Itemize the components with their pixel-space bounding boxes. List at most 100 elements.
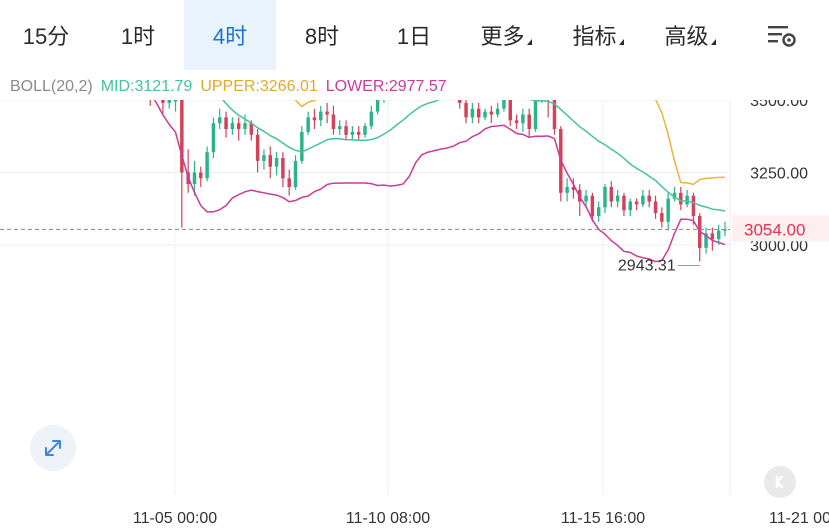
candle (325, 111, 329, 115)
candle (218, 117, 222, 124)
candle (508, 100, 512, 121)
tab-label: 1时 (120, 24, 156, 49)
candle (458, 100, 462, 103)
candle (495, 108, 500, 115)
candle (281, 158, 285, 179)
tab-label: 15分 (22, 24, 70, 49)
candle (565, 187, 569, 193)
timeframe-tabs: 15分 1时 4时 8时 1日 更多 指标 高级 (0, 0, 829, 70)
candle (552, 100, 557, 129)
candle (685, 195, 689, 205)
candle (609, 187, 614, 202)
candle (167, 100, 171, 103)
candle (369, 111, 374, 127)
tab-advanced[interactable]: 高级 (644, 0, 736, 70)
candle (679, 192, 683, 205)
candle (205, 152, 209, 179)
boll-name: BOLL(20,2) (10, 78, 93, 95)
dropdown-caret-icon (526, 39, 532, 45)
boll-mid-value: MID:3121.79 (100, 78, 193, 95)
expand-arrows-icon[interactable] (30, 425, 76, 471)
candle (603, 187, 607, 208)
candle (634, 201, 639, 205)
y-tick-label: 3250.00 (750, 166, 808, 183)
candle (470, 108, 475, 118)
candle (584, 195, 588, 202)
low-price-label: 2943.31 (618, 258, 676, 275)
candle (521, 114, 525, 124)
candle (596, 207, 601, 216)
y-tick-label: 3000.00 (750, 238, 808, 255)
tab-1h[interactable]: 1时 (92, 0, 184, 70)
candle (666, 198, 670, 222)
candle (356, 131, 361, 135)
candle (628, 201, 632, 211)
candle (287, 178, 291, 187)
candle (590, 195, 595, 216)
candle (161, 100, 165, 103)
candle (312, 117, 317, 121)
candle (192, 172, 197, 185)
candle (615, 195, 620, 202)
candle (350, 131, 355, 135)
candle (306, 117, 310, 132)
candle (274, 158, 279, 167)
candle (249, 123, 254, 135)
chevron-left-icon[interactable] (764, 466, 796, 498)
candle (375, 100, 380, 112)
tab-label: 更多 (480, 24, 525, 49)
boll-lower-value: LOWER:2977.57 (325, 78, 447, 95)
x-tick-label: 11-15 16:00 (561, 510, 645, 527)
candle (527, 114, 531, 129)
tab-label: 1日 (396, 24, 432, 49)
x-tick-label: 11-10 08:00 (346, 510, 430, 527)
tab-more[interactable]: 更多 (460, 0, 552, 70)
candle (199, 172, 203, 179)
candle (502, 100, 506, 109)
candle (716, 230, 721, 240)
candle (293, 160, 298, 187)
x-tick-label: 11-21 00 (769, 510, 829, 527)
candle (300, 131, 304, 161)
dropdown-caret-icon (618, 39, 624, 45)
boll-lower-line (153, 100, 726, 263)
current-price-label: 3054.00 (744, 220, 805, 239)
candle (672, 192, 677, 199)
candle (319, 111, 323, 121)
tab-1d[interactable]: 1日 (368, 0, 460, 70)
tab-4h[interactable]: 4时 (184, 0, 276, 70)
candle (464, 102, 468, 118)
current-price-tag (732, 215, 829, 242)
boll-mid-line (221, 100, 726, 212)
candle (338, 126, 342, 129)
tab-8h[interactable]: 8时 (276, 0, 368, 70)
candlestick-chart[interactable]: 4000.003750.003500.003250.003000.0011-05… (0, 100, 829, 530)
candle (489, 111, 494, 115)
chart-settings-icon[interactable] (766, 22, 798, 50)
candle (180, 100, 184, 173)
candle (236, 123, 241, 129)
candle (653, 201, 658, 214)
candle (230, 123, 235, 129)
candle (723, 229, 727, 231)
candle (268, 155, 272, 167)
tab-label: 8时 (304, 24, 340, 49)
tab-indicators[interactable]: 指标 (552, 0, 644, 70)
candle (476, 108, 481, 118)
candle (255, 134, 260, 161)
boll-upper-value: UPPER:3266.01 (200, 78, 318, 95)
tab-label: 4时 (212, 24, 248, 49)
boll-upper-line (294, 100, 725, 186)
candle (704, 233, 708, 248)
candle (641, 195, 645, 205)
candle (533, 100, 538, 129)
candle (331, 114, 336, 129)
candle (710, 233, 715, 240)
tab-15m[interactable]: 15分 (0, 0, 92, 70)
candle (647, 195, 651, 202)
candle (344, 126, 348, 135)
tab-label: 指标 (572, 24, 617, 49)
candle (691, 195, 696, 216)
dropdown-caret-icon (710, 39, 716, 45)
candle (173, 100, 178, 102)
